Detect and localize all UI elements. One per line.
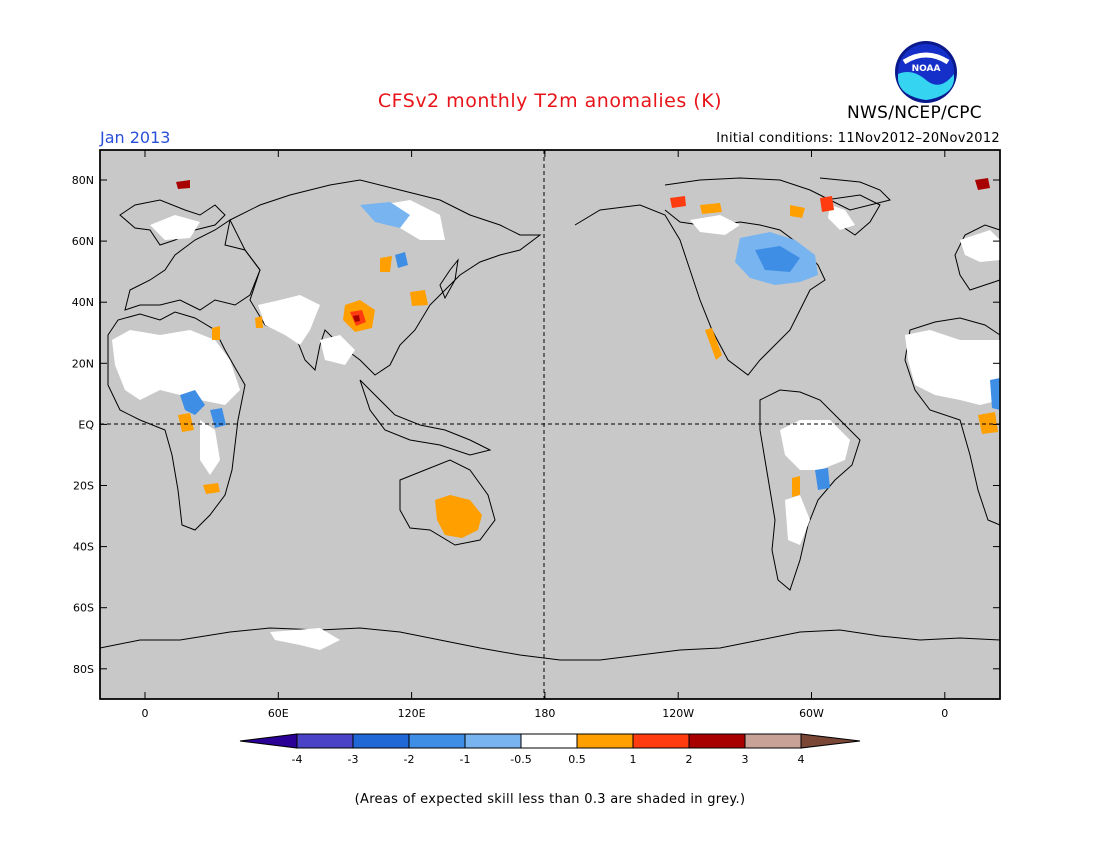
colorbar-tick-labels: -4 -3 -2 -1 -0.5 0.5 1 2 3 4	[292, 753, 805, 766]
colorbar-tick-label: 3	[742, 753, 749, 766]
colorbar-box	[688, 733, 746, 749]
initial-conditions: Initial conditions: 11Nov2012–20Nov2012	[716, 131, 1000, 146]
map-title: CFSv2 monthly T2m anomalies (K)	[377, 90, 723, 112]
agency-label: NWS/NCEP/CPC	[847, 103, 982, 123]
colorbar-tick-label: -2	[404, 753, 415, 766]
colorbar-tick-label: 1	[630, 753, 637, 766]
lon-label: 60W	[799, 707, 824, 720]
colorbar-box	[632, 733, 690, 749]
colorbar-tick-label: 0.5	[568, 753, 586, 766]
colorbar-min-arrow	[239, 733, 298, 749]
colorbar-box	[576, 733, 634, 749]
lon-label: 0	[142, 707, 149, 720]
colorbar-segments	[239, 733, 861, 749]
cold-anomalies	[180, 202, 1000, 490]
latitude-axis: 80N 60N 40N 20N EQ 20S 40S 60S 80S	[72, 174, 1000, 676]
lon-label: 60E	[268, 707, 289, 720]
coastlines	[99, 177, 1001, 661]
lat-label: 40S	[73, 541, 94, 554]
colorbar-box	[520, 733, 578, 749]
lat-label: 20S	[73, 480, 94, 493]
lat-label: 60S	[73, 602, 94, 615]
colorbar-box	[352, 733, 410, 749]
forecast-month: Jan 2013	[100, 128, 171, 147]
colorbar-tick-label: 4	[798, 753, 805, 766]
lat-label: 60N	[72, 235, 94, 248]
lon-label: 180	[534, 707, 555, 720]
colorbar-tick-label: -4	[292, 753, 303, 766]
colorbar-box	[296, 733, 354, 749]
lat-label: 40N	[72, 296, 94, 309]
colorbar-box	[408, 733, 466, 749]
lat-label: 80N	[72, 174, 94, 187]
lat-label: 80S	[73, 663, 94, 676]
lat-label: EQ	[78, 418, 94, 431]
longitude-axis: 0 60E 120E 180 120W 60W 0	[142, 150, 948, 720]
colorbar-box	[744, 733, 802, 749]
lon-label: 120W	[662, 707, 694, 720]
colorbar-tick-label: -0.5	[510, 753, 531, 766]
lon-label: 0	[941, 707, 948, 720]
lat-label: 20N	[72, 357, 94, 370]
skill-footnote: (Areas of expected skill less than 0.3 a…	[354, 792, 746, 807]
colorbar-tick-label: -1	[460, 753, 471, 766]
noaa-logo: NOAA	[895, 41, 957, 103]
colorbar-max-arrow	[800, 733, 861, 749]
colorbar-tick-label: 2	[686, 753, 693, 766]
logo-text: NOAA	[912, 64, 941, 74]
colorbar-box	[464, 733, 522, 749]
colorbar-tick-label: -3	[348, 753, 359, 766]
warm-anomalies	[176, 178, 998, 538]
lon-label: 120E	[398, 707, 426, 720]
